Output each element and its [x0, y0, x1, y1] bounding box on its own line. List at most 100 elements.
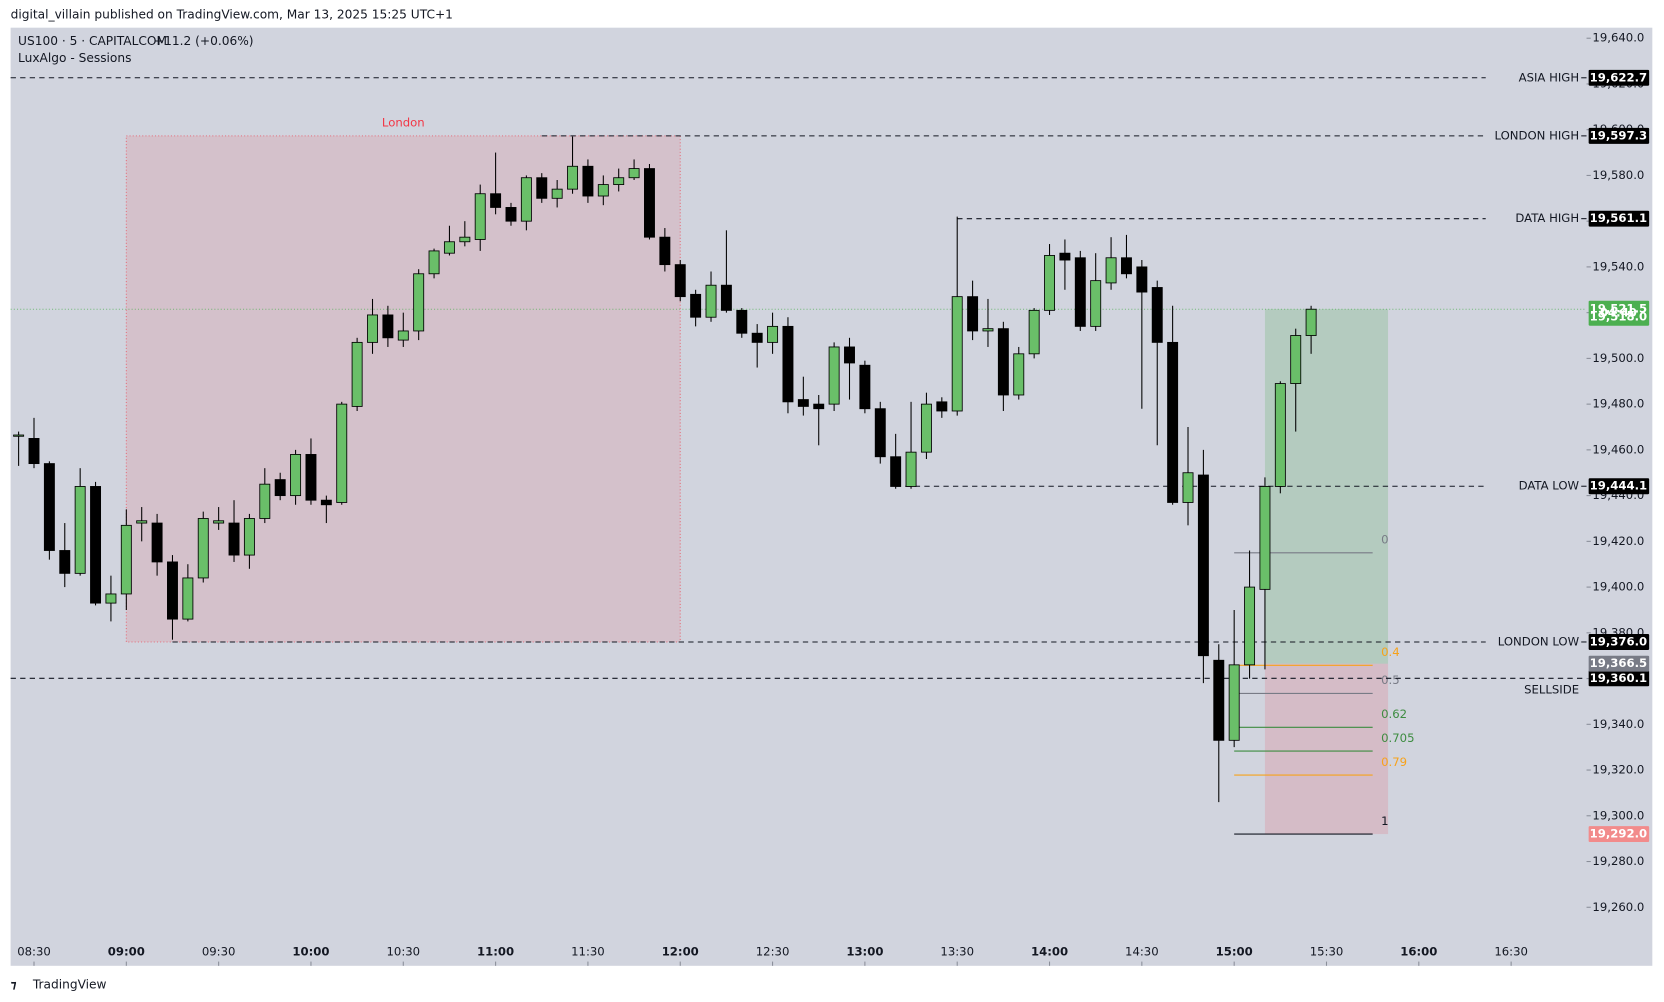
x-tick-label: 11:00	[477, 945, 514, 959]
candle-body	[582, 165, 594, 197]
last-price-tag: 19,521.5	[1590, 302, 1648, 316]
candle-body	[1136, 266, 1148, 293]
candle-body	[151, 522, 163, 563]
stop-zone	[1264, 663, 1389, 835]
candle-body	[43, 463, 55, 551]
candle-body	[1244, 586, 1256, 666]
level-tag: 19,444.1	[1590, 479, 1648, 493]
fib-label: 0.4	[1381, 645, 1400, 659]
level-tag: 19,622.7	[1590, 70, 1648, 84]
candle-body	[1259, 486, 1271, 590]
candle-body	[351, 341, 363, 407]
candle-body	[1074, 257, 1086, 327]
x-tick-label: 09:30	[202, 945, 236, 959]
y-tick-label: 19,320.0	[1592, 763, 1644, 777]
candle-body	[1028, 309, 1040, 355]
candle-body	[1228, 664, 1240, 741]
entry-tag-bg	[1588, 655, 1650, 672]
level-tag: 19,360.1	[1590, 671, 1648, 685]
candle-body	[1059, 252, 1071, 261]
candle-body	[628, 168, 640, 179]
candle-body	[967, 296, 979, 332]
level-tag: 19,376.0	[1590, 634, 1648, 648]
candle-body	[13, 434, 25, 437]
candle-body	[90, 486, 102, 604]
candle-body	[1182, 472, 1194, 503]
candle-body	[844, 346, 855, 364]
candle-body	[74, 486, 86, 574]
indicator-name: LuxAlgo - Sessions	[18, 51, 131, 65]
candle-body	[167, 561, 178, 620]
candle-body	[951, 296, 963, 412]
candle-body	[136, 520, 148, 524]
brand-name: TradingView	[32, 977, 107, 991]
level-tag-bg	[1588, 127, 1650, 144]
candle-body	[428, 250, 440, 275]
fib-label: 0.62	[1381, 707, 1407, 721]
y-tick-label: 19,260.0	[1592, 900, 1644, 914]
candle-body	[290, 454, 302, 497]
candle-body	[1090, 280, 1102, 327]
candle-body	[443, 241, 455, 254]
candle-body	[1274, 383, 1286, 487]
candle-body	[120, 524, 132, 595]
x-tick-label: 15:30	[1310, 945, 1344, 959]
session-label: London	[382, 116, 425, 130]
candle-body	[474, 193, 486, 240]
y-tick-label: 19,500.0	[1592, 351, 1644, 365]
level-tag: 19,561.1	[1590, 211, 1648, 225]
candle-body	[1044, 255, 1055, 311]
candle-body	[228, 522, 240, 556]
x-tick-label: 16:00	[1400, 945, 1437, 959]
y-tick-label: 19,420.0	[1592, 534, 1644, 548]
candle-body	[705, 284, 717, 318]
candle-body	[767, 325, 779, 343]
candle-body	[920, 403, 932, 453]
candle-body	[490, 193, 502, 208]
x-tick-label: 10:00	[292, 945, 329, 959]
candle-body	[982, 328, 994, 332]
candle-body	[797, 399, 809, 407]
level-name: SELLSIDE	[1524, 683, 1579, 697]
candle-body	[1167, 341, 1179, 503]
candle-body	[997, 328, 1009, 396]
candle-body	[674, 264, 686, 298]
level-tag-bg	[1588, 634, 1650, 650]
y-tick-label: 19,540.0	[1592, 259, 1644, 273]
x-tick-label: 12:30	[756, 945, 790, 959]
candle-body	[459, 236, 471, 243]
fib-label: 0.79	[1381, 755, 1407, 769]
publisher: digital_villain published on TradingView…	[11, 7, 453, 21]
candle-body	[1013, 353, 1025, 396]
candle-body	[397, 330, 409, 341]
candle-body	[367, 314, 378, 343]
fib-label: 0.5	[1381, 673, 1400, 687]
plot-background	[10, 27, 1653, 966]
secondary-price-tag: 19,518.0	[1590, 310, 1648, 324]
candle-body	[213, 520, 225, 524]
candle-body	[659, 236, 671, 266]
price-change: +11.2 (+0.06%)	[154, 34, 254, 48]
x-tick-label: 12:00	[662, 945, 699, 959]
x-tick-label: 15:00	[1216, 945, 1253, 959]
candle-body	[1305, 308, 1317, 336]
x-tick-label: 09:00	[108, 945, 145, 959]
candle-body	[890, 456, 902, 487]
candle-body	[690, 293, 702, 318]
candle-body	[259, 483, 271, 519]
candle-body	[1213, 659, 1225, 741]
level-name: LONDON LOW	[1498, 634, 1580, 648]
fib-label: 1	[1381, 814, 1388, 828]
candle-body	[613, 177, 625, 186]
fib-label: 0	[1381, 533, 1388, 547]
level-name: DATA LOW	[1519, 479, 1580, 493]
candle-body	[751, 332, 763, 343]
level-tag-bg	[1588, 69, 1650, 86]
level-tag: 19,597.3	[1590, 128, 1648, 142]
candle-body	[305, 454, 317, 501]
candle-body	[1151, 287, 1163, 343]
y-tick-label: 19,480.0	[1592, 397, 1644, 411]
candle-body	[874, 408, 886, 458]
y-tick-label: 19,460.0	[1592, 442, 1644, 456]
